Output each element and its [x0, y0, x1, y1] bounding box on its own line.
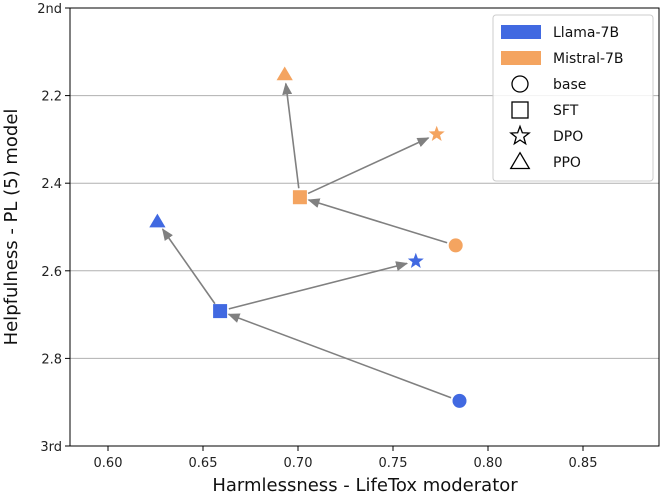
plot-frame: [69, 7, 660, 447]
legend-swatch-llama-7b: [501, 25, 541, 39]
arrows: [161, 82, 452, 399]
x-tick-label: 0.85: [569, 456, 598, 471]
y-tick-label: 3rd: [40, 440, 62, 455]
x-tick-label: 0.80: [474, 456, 503, 471]
point-mistral-7b-sft: [292, 190, 307, 205]
legend-label-base: base: [553, 77, 586, 93]
arrow-llama-7b-sft-to-ppo: [161, 228, 216, 305]
y-tick-label: 2.6: [41, 265, 62, 280]
legend-marker-base: [511, 75, 529, 93]
legend-label-ppo: PPO: [553, 155, 581, 171]
y-axis: 2nd 2.2 2.4 2.6 2.8 3rd: [37, 2, 70, 455]
x-axis-label: Harmlessness - LifeTox moderator: [212, 475, 518, 496]
arrow-mistral-7b-sft-to-ppo: [282, 82, 300, 189]
y-axis-label: Helpfulness - PL (5) model: [1, 109, 22, 346]
x-tick-label: 0.65: [189, 456, 218, 471]
point-llama-7b-ppo: [149, 213, 166, 228]
point-mistral-7b-ppo: [276, 66, 293, 81]
y-tick-label: 2nd: [37, 2, 62, 17]
point-llama-7b-dpo: [407, 252, 424, 268]
arrow-mistral-7b-sft-to-dpo: [307, 137, 430, 195]
point-mistral-7b-dpo: [428, 125, 445, 141]
legend-label-mistral-7b: Mistral-7B: [553, 51, 624, 67]
legend-marker-sft: [511, 101, 529, 119]
x-tick-label: 0.75: [379, 456, 408, 471]
data-points: [149, 66, 467, 408]
arrow-llama-7b-base-to-sft: [227, 313, 452, 399]
legend-marker-ppo: [509, 151, 531, 170]
arrow-llama-7b-sft-to-dpo: [228, 261, 409, 310]
arrow-mistral-7b-base-to-sft: [307, 198, 448, 244]
legend-label-llama-7b: Llama-7B: [553, 25, 619, 41]
y-tick-label: 2.2: [41, 90, 62, 105]
point-llama-7b-base: [452, 393, 467, 408]
x-tick-label: 0.60: [94, 456, 123, 471]
legend-swatch-mistral-7b: [501, 51, 541, 65]
point-llama-7b-sft: [213, 304, 228, 319]
x-tick-label: 0.70: [284, 456, 313, 471]
y-tick-label: 2.8: [41, 352, 62, 367]
legend-label-sft: SFT: [553, 103, 579, 119]
legend: Llama-7B Mistral-7B base SFT DPO PPO: [492, 14, 654, 182]
x-axis: 0.60 0.65 0.70 0.75 0.80 0.85: [94, 446, 598, 471]
point-mistral-7b-base: [448, 238, 463, 253]
y-tick-label: 2.4: [41, 177, 62, 192]
legend-marker-dpo: [509, 124, 531, 146]
legend-label-dpo: DPO: [553, 129, 583, 145]
